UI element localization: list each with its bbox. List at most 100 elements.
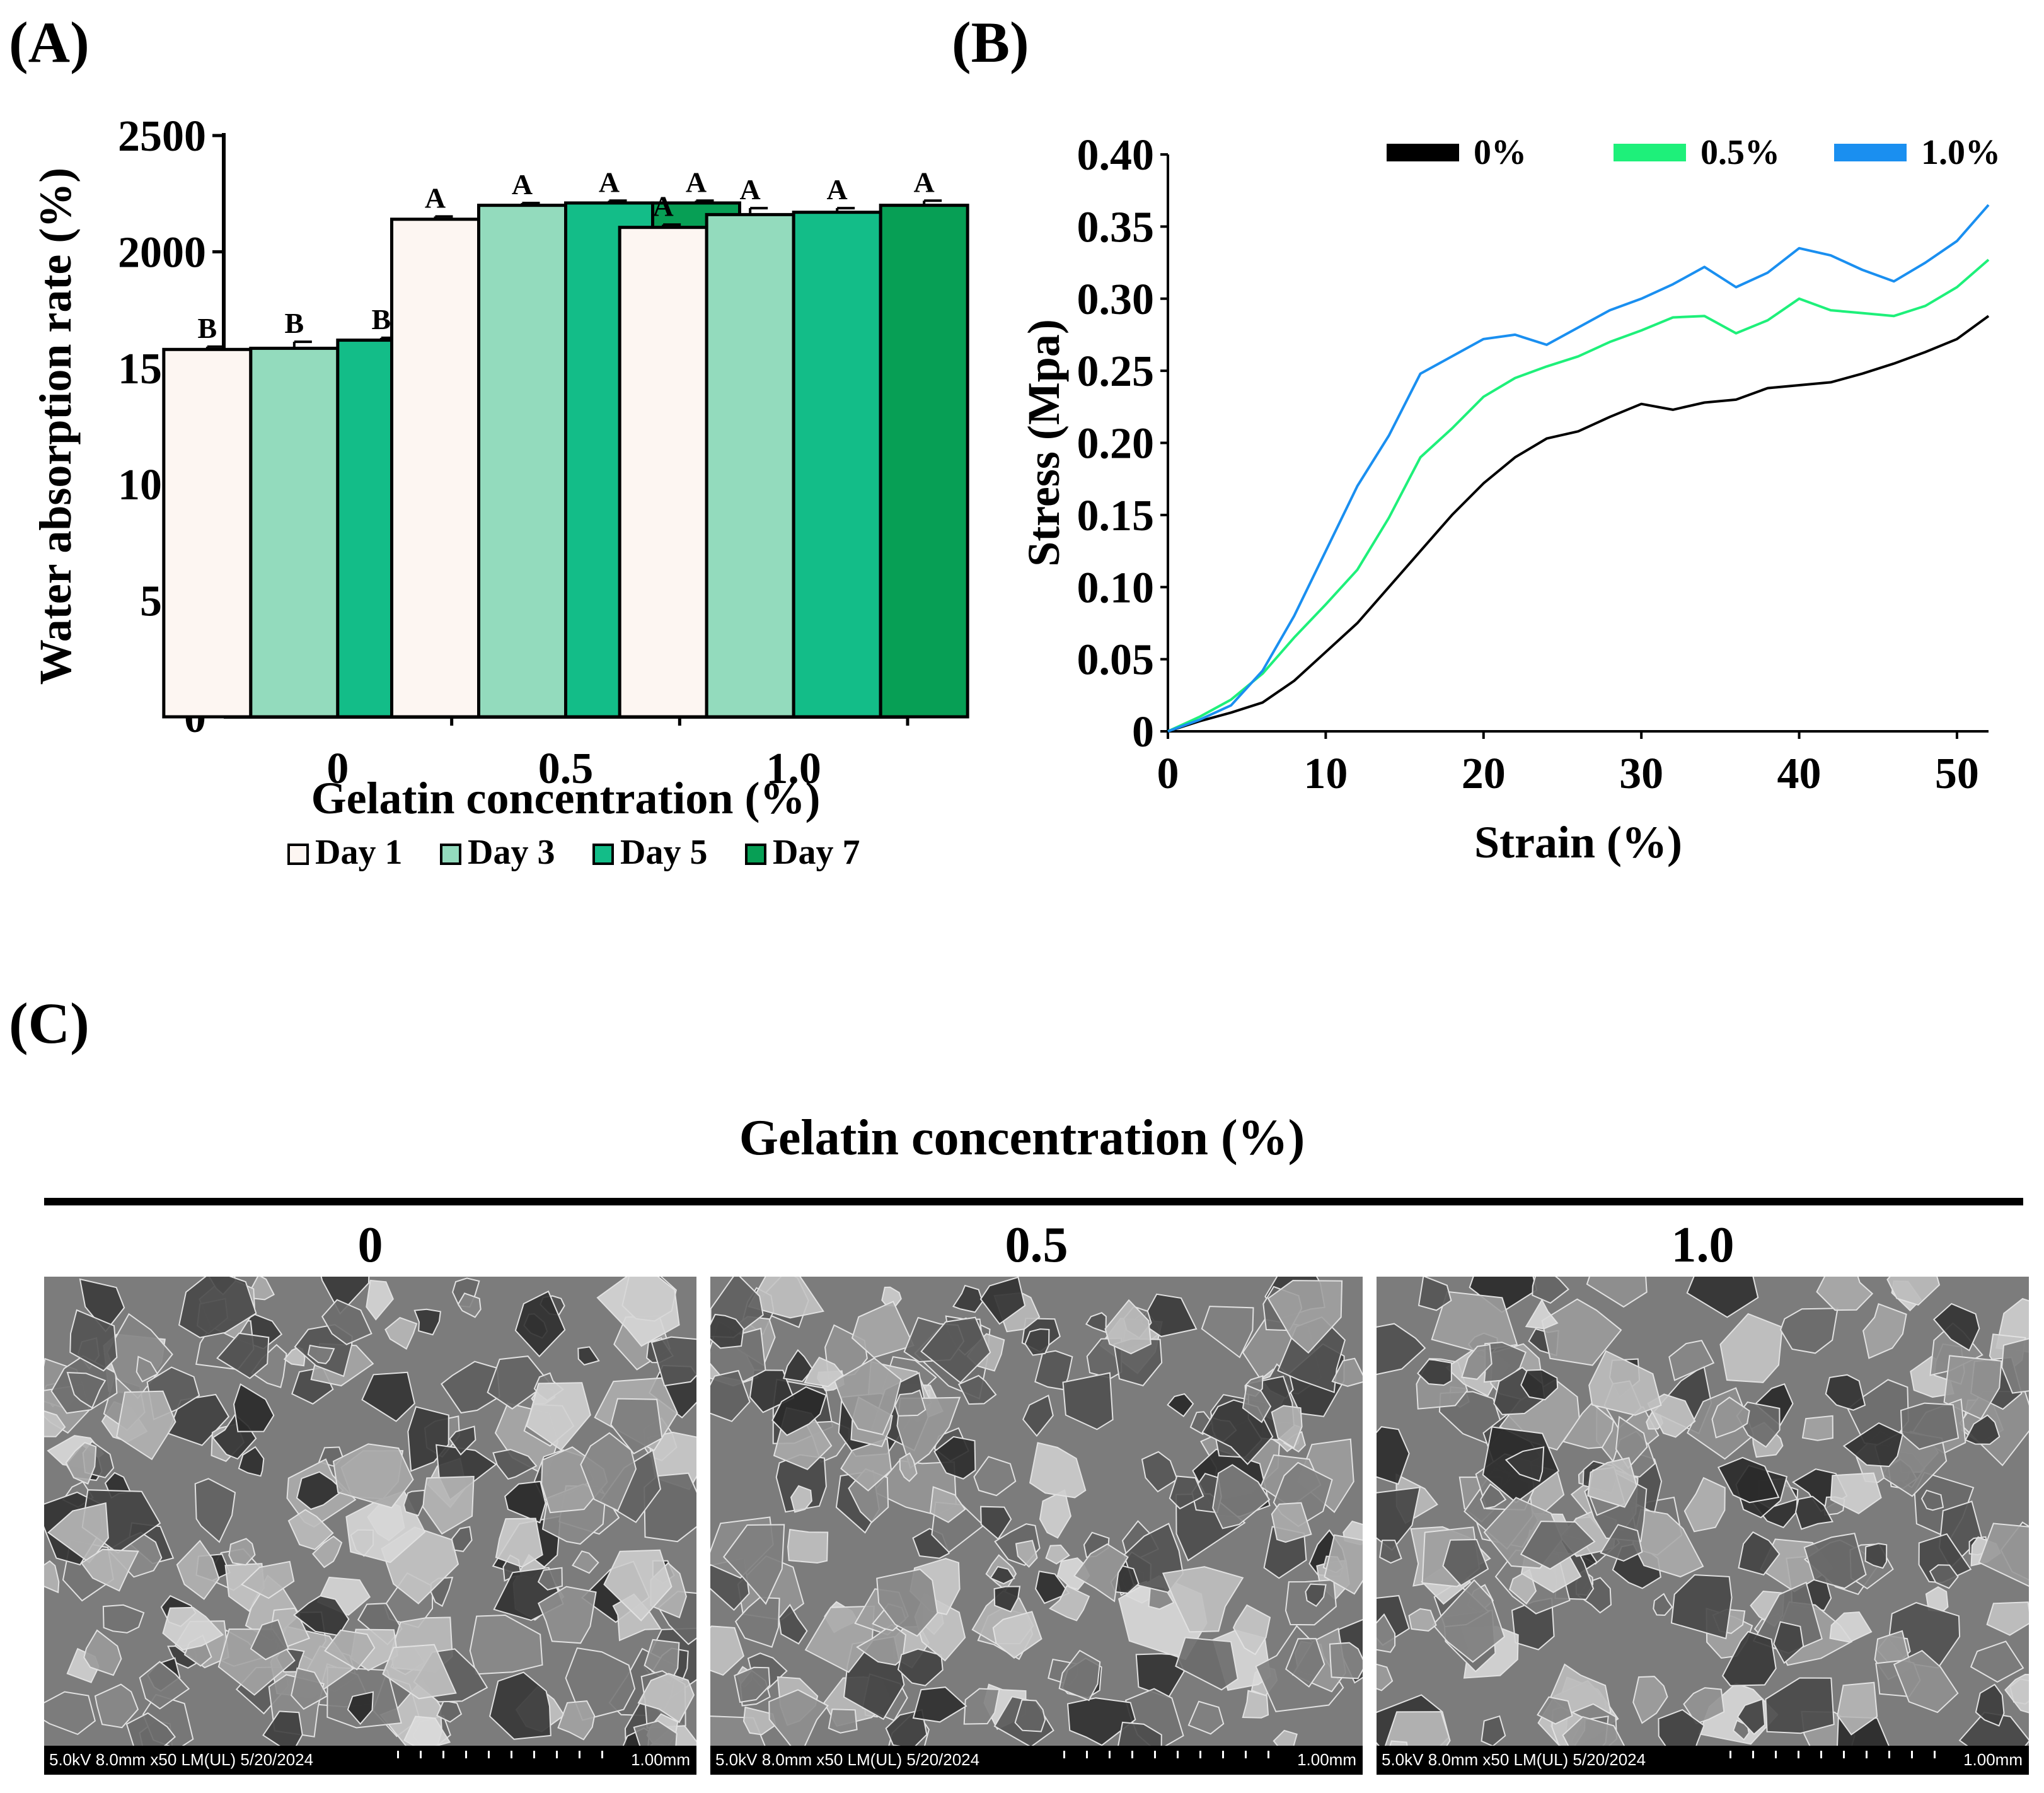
sem-pore	[1520, 1369, 1559, 1401]
sem-pore	[1837, 1681, 1878, 1736]
sem-pore	[1271, 1502, 1312, 1543]
sem-pore	[311, 1535, 343, 1569]
y-tick-label: 0.15	[1077, 492, 1155, 540]
line-chart: 0 0.05 0.10 0.15 0.20 0.25 0.30 0.35 0.40 0 10 20 30…	[1019, 131, 2001, 867]
sem-pore	[990, 1565, 1015, 1585]
sem-pore	[992, 1611, 1042, 1659]
bar	[618, 226, 708, 719]
sem-pore	[979, 1277, 1026, 1325]
sem-pore	[856, 1623, 906, 1666]
y-tick-label: 0.25	[1077, 347, 1155, 396]
sem-pore	[710, 1369, 751, 1422]
bar	[477, 204, 567, 719]
sem-pore	[1978, 1523, 2029, 1587]
sem-pore	[1167, 1393, 1194, 1417]
sem-pore	[804, 1356, 845, 1388]
bar	[162, 347, 253, 719]
sem-pore	[912, 1686, 967, 1723]
sem-pore	[1825, 1374, 1866, 1411]
sem-databar: 5.0kV 8.0mm x50 LM(UL) 5/20/2024 1.00mm	[1377, 1746, 2029, 1775]
legend-swatch	[1387, 144, 1459, 161]
sem-pore	[361, 1371, 415, 1422]
sem-pore	[833, 1357, 902, 1436]
sem-pore	[1039, 1489, 1071, 1539]
sem-pore	[637, 1673, 695, 1724]
y-axis-title: Stress (Mpa)	[1019, 319, 1069, 567]
significance-letter: A	[512, 168, 533, 200]
sem-pore	[610, 1398, 663, 1454]
bar	[879, 204, 969, 719]
significance-letter: A	[425, 182, 446, 214]
x-tick-label: 0	[326, 745, 349, 793]
series-line	[1167, 258, 1990, 733]
legend-swatch	[1614, 144, 1686, 161]
x-tick-label: 50	[1935, 750, 1979, 798]
sem-pore	[1085, 1312, 1107, 1333]
sem-pore	[162, 1606, 224, 1651]
sem-pore	[1738, 1531, 1781, 1576]
significance-letter: B	[371, 303, 391, 335]
sem-pore	[469, 1614, 543, 1675]
sem-pore	[1418, 1277, 1452, 1311]
bar	[705, 212, 795, 719]
y-tick-label: 0.20	[1077, 420, 1155, 468]
sem-pore	[1803, 1533, 1867, 1589]
sem-pore	[216, 1332, 270, 1379]
sem-pore	[1794, 1495, 1834, 1530]
sem-pore	[1029, 1442, 1087, 1499]
sem-pore	[1271, 1405, 1303, 1449]
charts-canvas: 050010001500200025000BBBB0.5AAAA1.0AAAAG…	[30, 112, 2001, 872]
sem-pore	[980, 1506, 1012, 1540]
x-tick-label: 30	[1619, 750, 1663, 798]
sem-texture	[1377, 1277, 2029, 1775]
bar-chart: 050010001500200025000BBBB0.5AAAA1.0AAAAG…	[30, 112, 969, 872]
sem-pore	[1829, 1611, 1873, 1643]
sem-scale-ticks	[1063, 1751, 1274, 1758]
sem-pore	[413, 1308, 442, 1336]
sem-pore	[1379, 1540, 1402, 1564]
sem-pore	[963, 1688, 1000, 1725]
x-tick-label: 0	[1157, 750, 1179, 798]
x-tick-label: 1.0	[766, 745, 821, 793]
sem-pore	[1201, 1306, 1254, 1359]
sem-pore	[1886, 1277, 1941, 1306]
bar	[249, 346, 340, 719]
sem-pore	[1169, 1475, 1204, 1510]
sem-pore	[44, 1410, 66, 1437]
panel-a-label: (A)	[9, 10, 89, 74]
x-axis-title: Strain (%)	[1474, 817, 1682, 867]
sem-pore	[321, 1299, 372, 1345]
sem-pore	[307, 1344, 335, 1364]
sem-pore	[102, 1604, 145, 1633]
sem-pore	[487, 1355, 550, 1410]
sem-pore	[1736, 1698, 1766, 1736]
sem-pore	[734, 1666, 771, 1703]
sem-pore	[1469, 1277, 1538, 1313]
sem-pore	[1324, 1534, 1363, 1595]
sem-pore	[1014, 1699, 1046, 1732]
sem-pore	[1242, 1690, 1269, 1719]
sem-pore	[828, 1709, 858, 1734]
y-tick-label: 0.05	[1077, 636, 1155, 685]
sem-scale-ticks	[397, 1751, 608, 1758]
sem-pore	[1929, 1564, 1959, 1589]
sem-pore	[492, 1449, 538, 1480]
sem-pore	[1285, 1638, 1325, 1688]
sem-pore	[1683, 1477, 1726, 1533]
sem-pore	[1862, 1303, 1907, 1359]
sem-divider	[44, 1198, 2023, 1205]
y-tick-label: 0.30	[1077, 276, 1155, 324]
sem-pore	[1187, 1700, 1225, 1735]
sem-pore	[69, 1309, 118, 1372]
sem-pore	[580, 1432, 637, 1512]
sem-pore	[1520, 1521, 1596, 1570]
sem-pore	[1175, 1637, 1239, 1691]
sem-pore	[139, 1661, 190, 1710]
sem-pore	[1442, 1538, 1489, 1587]
sem-pore	[384, 1316, 418, 1350]
legend-swatch	[592, 844, 614, 865]
sem-pore	[1049, 1585, 1090, 1622]
sem-pore	[1842, 1422, 1904, 1468]
sem-scale-text: 1.00mm	[631, 1750, 690, 1769]
sem-texture	[44, 1277, 696, 1775]
